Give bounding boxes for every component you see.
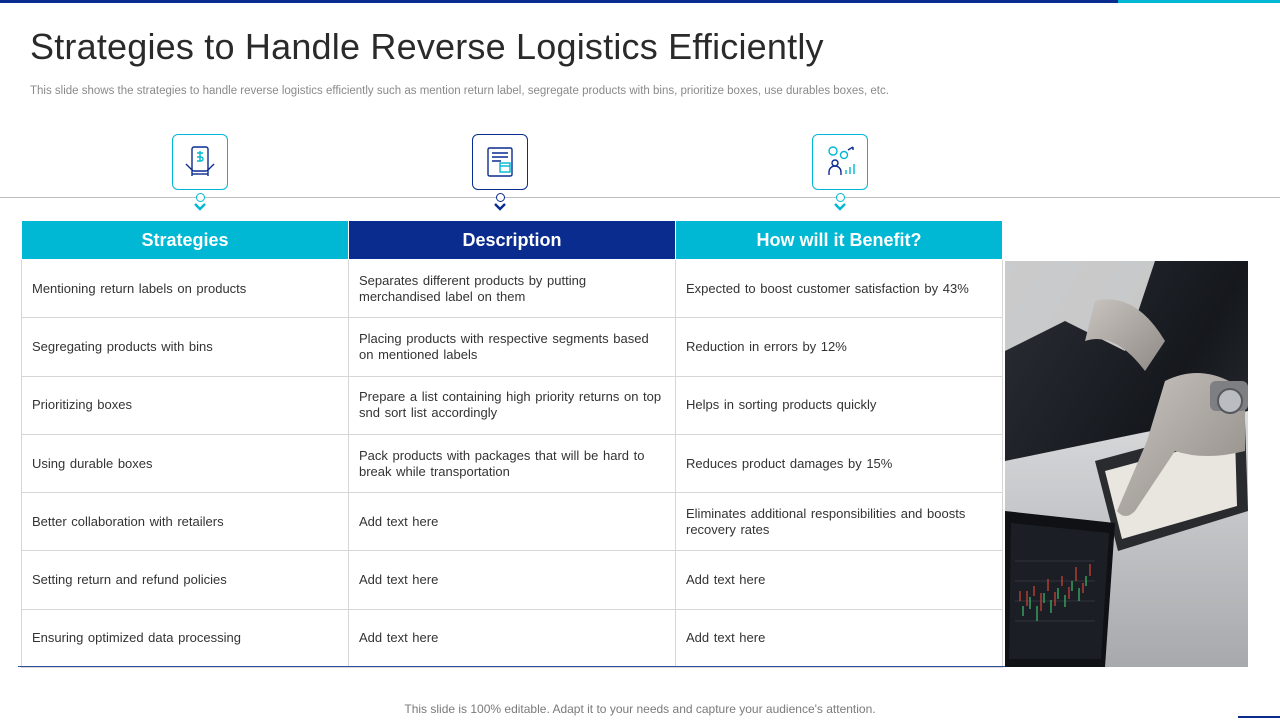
chevron-down-icon: [494, 203, 506, 211]
top-accent-bar: [0, 0, 1118, 3]
table-row: Setting return and refund policies Add t…: [21, 550, 1003, 610]
header-strategies: Strategies: [21, 220, 349, 260]
description-cell: Placing products with respective segment…: [348, 317, 676, 377]
table-header-row: Strategies Description How will it Benef…: [21, 220, 1003, 260]
connector-dot: [195, 193, 205, 202]
table-row: Better collaboration with retailers Add …: [21, 492, 1003, 552]
document-box-icon: [472, 134, 528, 190]
table-row: Prioritizing boxes Prepare a list contai…: [21, 375, 1003, 435]
divider-line: [0, 197, 1280, 198]
strategy-cell: Mentioning return labels on products: [21, 258, 349, 319]
slide-subtitle: This slide shows the strategies to handl…: [30, 85, 889, 97]
header-description: Description: [348, 220, 676, 260]
description-cell: Add text here: [348, 608, 676, 669]
table-row: Using durable boxes Pack products with p…: [21, 433, 1003, 494]
table-bottom-rule: [18, 666, 1005, 667]
icon-column-benefit: [812, 134, 868, 212]
corner-accent-line: [1238, 716, 1280, 718]
strategies-table: Strategies Description How will it Benef…: [21, 220, 1003, 669]
strategy-cell: Better collaboration with retailers: [21, 492, 349, 552]
benefit-cell: Add text here: [675, 550, 1003, 610]
header-benefit: How will it Benefit?: [675, 220, 1003, 260]
benefit-cell: Helps in sorting products quickly: [675, 375, 1003, 435]
people-growth-icon: [812, 134, 868, 190]
description-cell: Prepare a list containing high priority …: [348, 375, 676, 435]
tablet-finance-icon: [172, 134, 228, 190]
strategy-cell: Setting return and refund policies: [21, 550, 349, 610]
benefit-cell: Eliminates additional responsibilities a…: [675, 492, 1003, 552]
business-photo-image: [1005, 261, 1248, 667]
table-row: Segregating products with bins Placing p…: [21, 317, 1003, 377]
strategy-cell: Prioritizing boxes: [21, 375, 349, 435]
connector-dot: [835, 193, 845, 202]
top-accent-bar-cyan: [1118, 0, 1280, 3]
description-cell: Add text here: [348, 550, 676, 610]
table-row: Ensuring optimized data processing Add t…: [21, 608, 1003, 669]
chevron-down-icon: [194, 203, 206, 211]
description-cell: Separates different products by putting …: [348, 258, 676, 319]
connector-dot: [495, 193, 505, 202]
slide-footer: This slide is 100% editable. Adapt it to…: [404, 702, 876, 716]
icon-column-strategies: [172, 134, 228, 212]
description-cell: Add text here: [348, 492, 676, 552]
chevron-down-icon: [834, 203, 846, 211]
benefit-cell: Reduction in errors by 12%: [675, 317, 1003, 377]
benefit-cell: Expected to boost customer satisfaction …: [675, 258, 1003, 319]
table-row: Mentioning return labels on products Sep…: [21, 258, 1003, 319]
icon-column-description: [472, 134, 528, 212]
benefit-cell: Reduces product damages by 15%: [675, 433, 1003, 494]
slide-title: Strategies to Handle Reverse Logistics E…: [30, 26, 824, 67]
strategy-cell: Segregating products with bins: [21, 317, 349, 377]
description-cell: Pack products with packages that will be…: [348, 433, 676, 494]
benefit-cell: Add text here: [675, 608, 1003, 669]
strategy-cell: Ensuring optimized data processing: [21, 608, 349, 669]
strategy-cell: Using durable boxes: [21, 433, 349, 494]
